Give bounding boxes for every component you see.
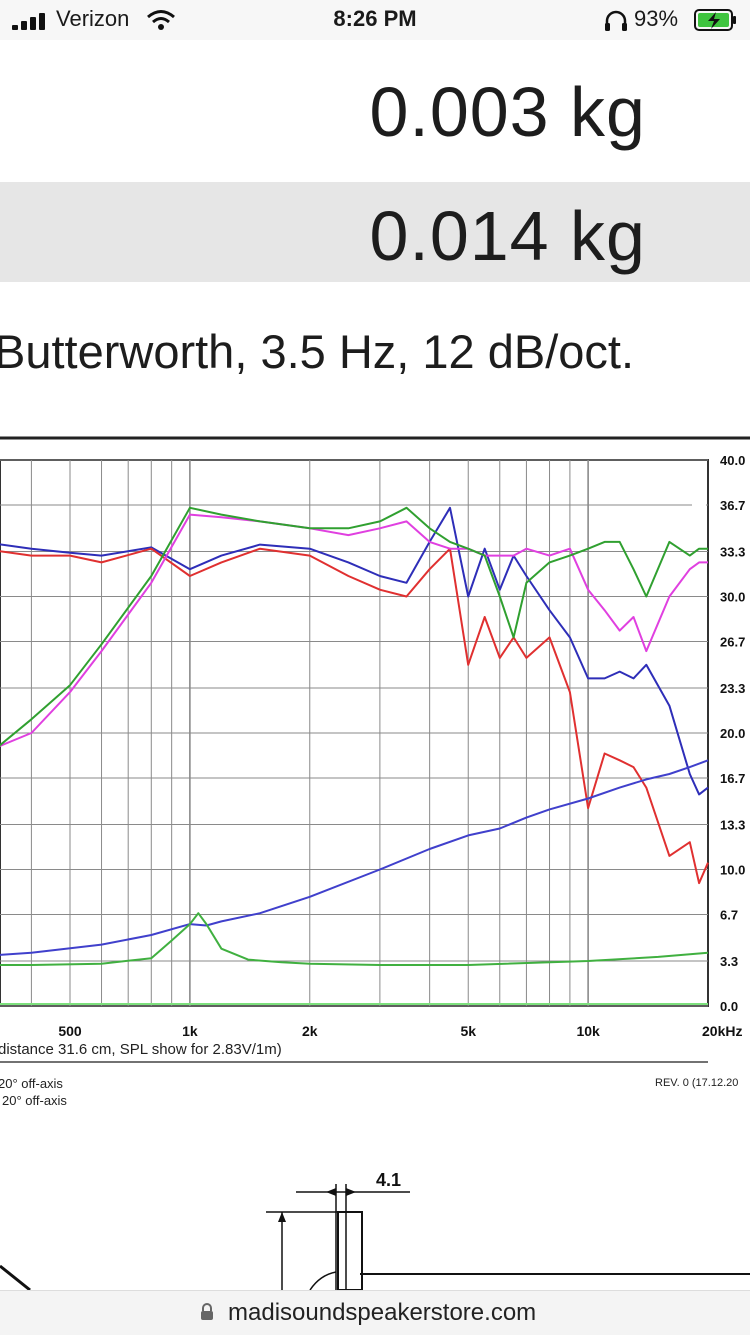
x-tick-label: 5k xyxy=(460,1023,476,1039)
x-tick-label: 500 xyxy=(58,1023,82,1039)
x-tick-labels: 500 1k 2k 5k 10k 20kHz xyxy=(58,1023,742,1039)
url-text: madisoundspeakerstore.com xyxy=(228,1299,537,1326)
chart-caption: distance 31.6 cm, SPL show for 2.83V/1m) xyxy=(0,1041,282,1058)
dimension-label: 4.1 xyxy=(376,1170,401,1190)
frequency-response-chart: 40.0 36.7 33.3 30.0 26.7 23.3 20.0 16.7 13.3 10.0… xyxy=(0,436,750,1116)
x-tick-label: 10k xyxy=(576,1023,600,1039)
y-tick-label: 30.0 xyxy=(720,590,745,605)
y-tick-label: 40.0 xyxy=(720,453,745,468)
y-tick-label: 33.3 xyxy=(720,544,745,559)
y-tick-label: 26.7 xyxy=(720,635,745,650)
series-line-1 xyxy=(0,506,709,796)
x-tick-label: 20kHz xyxy=(702,1023,742,1039)
carrier-name: Verizon xyxy=(56,6,130,31)
clock: 8:26 PM xyxy=(333,6,417,31)
headphones-icon xyxy=(605,10,627,31)
y-tick-label: 6.7 xyxy=(720,908,738,923)
spec-row-1: 0.003 kg xyxy=(0,40,750,182)
legend-line-2: 20° off-axis xyxy=(2,1093,67,1108)
legend-line-1: 20° off-axis xyxy=(0,1076,63,1091)
x-tick-label: 2k xyxy=(302,1023,318,1039)
y-tick-label: 20.0 xyxy=(720,726,745,741)
filter-description: Butterworth, 3.5 Hz, 12 dB/oct. xyxy=(0,325,635,378)
spec-value-2: 0.014 kg xyxy=(369,197,646,275)
revision-label: REV. 0 (17.12.20 xyxy=(655,1077,738,1089)
y-tick-label: 36.7 xyxy=(720,498,745,513)
wifi-icon xyxy=(147,10,175,30)
series-line-4 xyxy=(0,506,708,747)
y-tick-label: 23.3 xyxy=(720,681,745,696)
series-line-6 xyxy=(0,912,709,966)
battery-charging-icon xyxy=(694,9,736,31)
y-tick-label: 3.3 xyxy=(720,954,738,969)
y-tick-labels: 40.0 36.7 33.3 30.0 26.7 23.3 20.0 16.7 13.3 10.0… xyxy=(720,453,745,1014)
y-tick-label: 10.0 xyxy=(720,863,745,878)
y-tick-label: 0.0 xyxy=(720,999,738,1014)
lock-icon xyxy=(201,1303,213,1320)
spec-row-2: 0.014 kg xyxy=(0,182,750,282)
series-line-5 xyxy=(0,759,709,956)
spec-value-1: 0.003 kg xyxy=(369,73,646,151)
mechanical-drawing: 4.1 xyxy=(0,1170,750,1290)
battery-percent: 93% xyxy=(634,6,679,31)
y-tick-label: 16.7 xyxy=(720,771,745,786)
browser-url-bar[interactable]: madisoundspeakerstore.com xyxy=(0,1290,750,1335)
status-bar: Verizon 8:26 PM 93% xyxy=(0,0,750,40)
watermark-box xyxy=(692,464,706,514)
series-layer xyxy=(0,506,709,966)
chart-svg: 40.0 36.7 33.3 30.0 26.7 23.3 20.0 16.7 13.3 10.0… xyxy=(0,436,750,1108)
signal-icon xyxy=(12,12,48,30)
x-tick-label: 1k xyxy=(182,1023,198,1039)
y-tick-label: 13.3 xyxy=(720,817,745,832)
series-line-2 xyxy=(0,547,709,885)
